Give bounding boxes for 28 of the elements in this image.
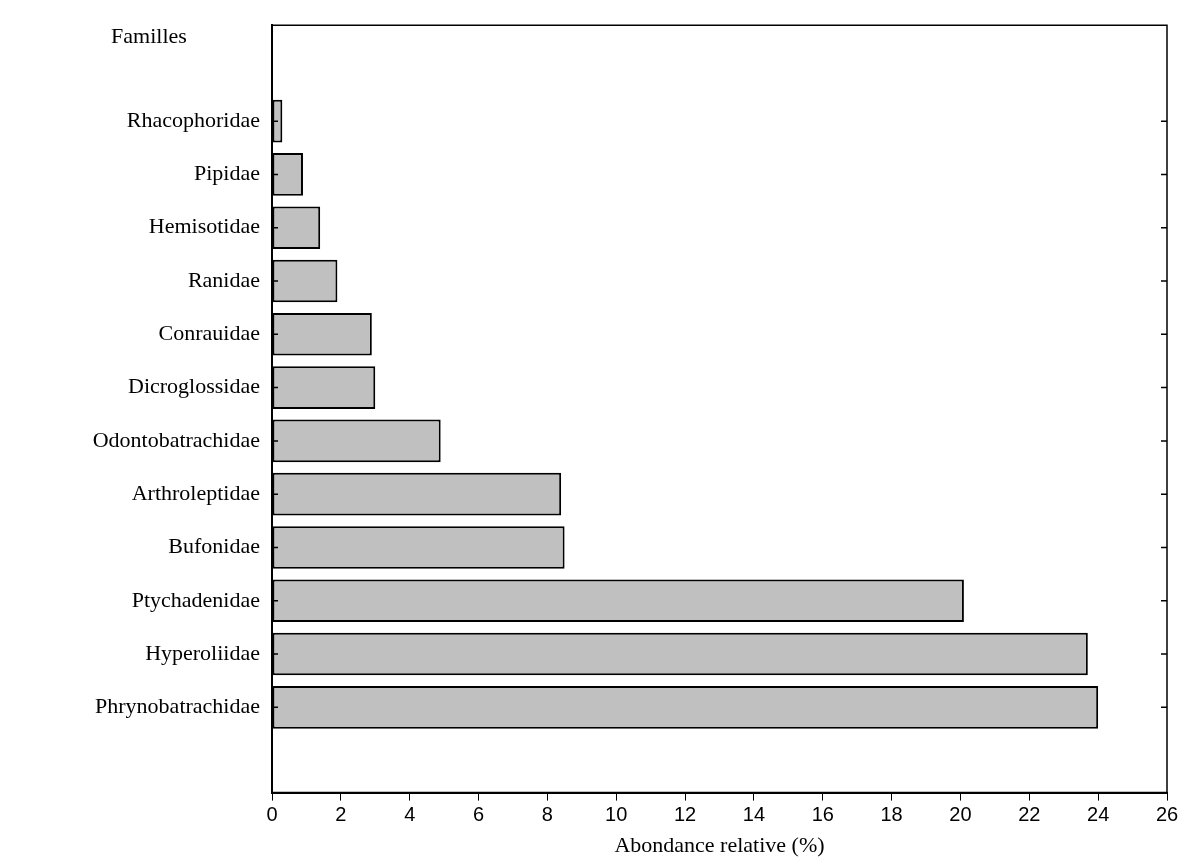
x-tick-label: 20 [949, 803, 972, 826]
y-tick-label: Ranidae [187, 266, 260, 292]
y-tick-label: Ptychadenidae [131, 586, 260, 612]
y-tick-label: Odontobatrachidae [92, 426, 260, 452]
x-tick-label: 14 [742, 803, 766, 826]
y-tick-label: Hyperoliidae [145, 639, 260, 665]
x-tick-label: 24 [1087, 803, 1110, 826]
x-tick-label: 22 [1018, 803, 1041, 826]
y-tick-label: Phrynobatrachidae [95, 693, 260, 719]
x-axis-title: Abondance relative (%) [614, 831, 825, 857]
x-tick-label: 18 [880, 803, 903, 826]
y-tick-label: Bufonidae [168, 533, 260, 559]
y-tick-label: Conrauidae [158, 320, 260, 346]
x-tick-label: 2 [335, 803, 347, 826]
y-tick-label: Arthroleptidae [131, 479, 260, 505]
y-tick-label: Pipidae [194, 160, 260, 186]
x-tick-label: 4 [404, 803, 416, 826]
y-tick-label: Dicroglossidae [128, 373, 260, 399]
x-tick-label: 26 [1155, 803, 1179, 826]
y-axis-title: Familles [111, 22, 187, 48]
x-tick-label: 10 [605, 803, 628, 826]
x-tick-label: 0 [266, 803, 278, 826]
x-tick-label: 6 [472, 803, 485, 826]
y-tick-label: Rhacophoridae [126, 106, 260, 132]
x-tick-label: 8 [541, 803, 553, 826]
x-tick-label: 12 [673, 803, 697, 826]
y-tick-label: Hemisotidae [148, 213, 260, 239]
x-tick-label: 16 [811, 803, 834, 826]
